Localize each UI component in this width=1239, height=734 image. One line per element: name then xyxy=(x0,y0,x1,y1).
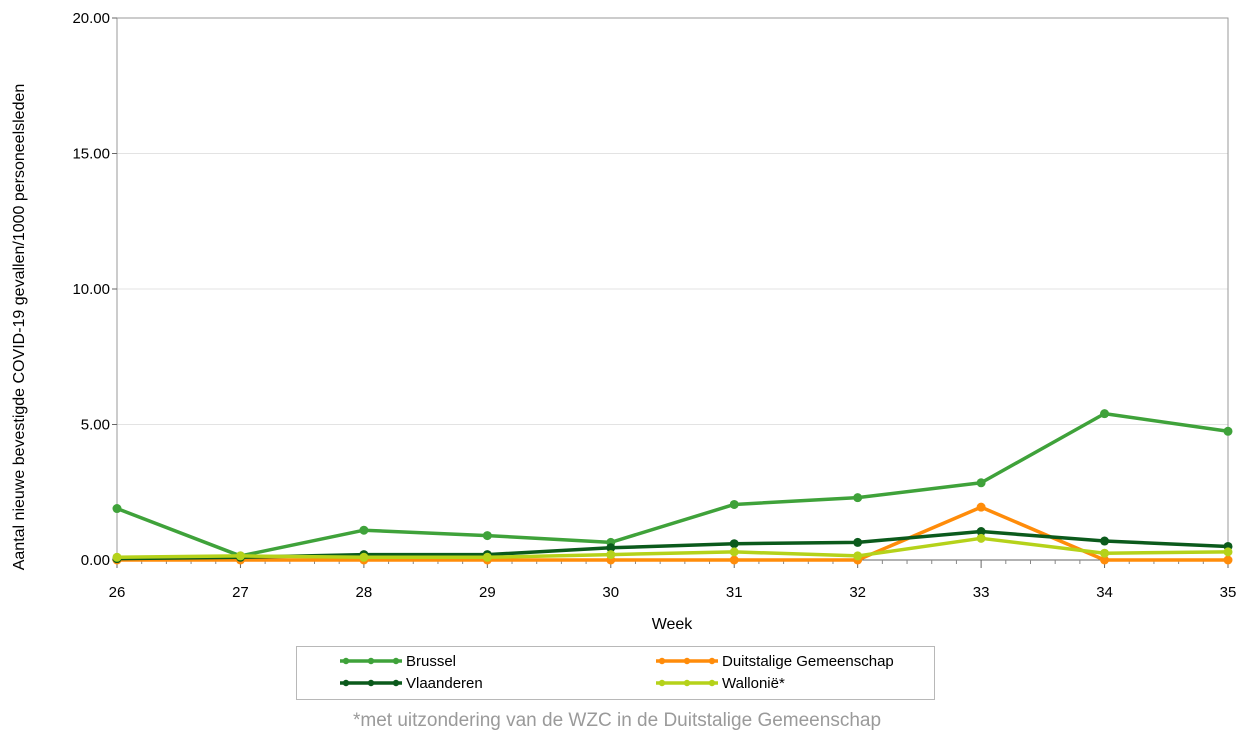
series-walloni xyxy=(112,533,1233,562)
data-point xyxy=(359,552,369,562)
series-lines xyxy=(112,409,1233,565)
data-point xyxy=(729,547,739,557)
legend-item: Wallonië* xyxy=(656,675,785,692)
data-point xyxy=(976,527,986,537)
x-axis-title: Week xyxy=(652,616,694,633)
legend-swatch-marker xyxy=(367,657,375,665)
legend-item: Duitstalige Gemeenschap xyxy=(656,653,894,670)
data-point xyxy=(853,493,863,503)
legend-label: Wallonië* xyxy=(722,675,785,692)
x-tick-label: 31 xyxy=(726,584,743,601)
data-point xyxy=(606,543,616,553)
x-tick-label: 30 xyxy=(602,584,619,601)
legend-swatch-marker xyxy=(708,679,716,687)
series-line xyxy=(117,505,1228,562)
data-point xyxy=(729,499,739,509)
x-tick-label: 32 xyxy=(849,584,866,601)
x-tick-label: 33 xyxy=(973,584,990,601)
x-tick-label: 29 xyxy=(479,584,496,601)
legend-item: Vlaanderen xyxy=(340,675,483,692)
data-point xyxy=(853,537,863,547)
legend-swatch-marker xyxy=(392,657,400,665)
data-point xyxy=(976,533,986,543)
legend-swatch-marker xyxy=(683,679,691,687)
gridlines xyxy=(117,17,1228,425)
x-tick-label: 35 xyxy=(1220,584,1237,601)
legend-swatch-marker xyxy=(683,657,691,665)
data-point xyxy=(235,551,245,561)
data-point xyxy=(359,525,369,535)
legend: Brussel Duitstalige Gemeenschap Vlaanderen… xyxy=(296,646,935,700)
data-point xyxy=(606,550,616,560)
legend-swatch-marker xyxy=(658,679,666,687)
data-point xyxy=(853,551,863,561)
legend-item: Brussel xyxy=(340,653,456,670)
y-tick-label: 5.00 xyxy=(81,417,110,434)
data-point xyxy=(482,552,492,562)
y-tick-label: 0.00 xyxy=(81,552,110,569)
data-point xyxy=(1100,536,1110,546)
legend-swatch-marker xyxy=(708,657,716,665)
legend-label: Duitstalige Gemeenschap xyxy=(722,653,894,670)
x-tick-label: 26 xyxy=(109,584,126,601)
legend-box xyxy=(296,646,935,700)
x-tick-label: 34 xyxy=(1096,584,1113,601)
data-point xyxy=(1100,548,1110,558)
data-point xyxy=(1223,426,1233,436)
y-axis-title: Aantal nieuwe bevestigde COVID-19 gevall… xyxy=(11,84,28,571)
data-point xyxy=(729,555,739,565)
data-point xyxy=(1100,409,1110,419)
data-point xyxy=(1223,547,1233,557)
legend-label: Vlaanderen xyxy=(406,675,483,692)
y-tick-label: 20.00 xyxy=(72,10,110,27)
axes: 0.00 5.00 10.00 15.00 20.00 26 27 28 29 30 31 32 33 3… xyxy=(72,10,1236,601)
data-point xyxy=(729,539,739,549)
data-point xyxy=(1100,555,1110,565)
legend-swatch-marker xyxy=(658,657,666,665)
footnote: *met uitzondering van de WZC in de Duits… xyxy=(353,710,881,731)
y-tick-label: 15.00 xyxy=(72,146,110,163)
x-tick-label: 28 xyxy=(356,584,373,601)
legend-swatch-marker xyxy=(342,657,350,665)
series-line xyxy=(116,411,1229,558)
data-point xyxy=(482,531,492,541)
data-point xyxy=(112,552,122,562)
legend-swatch-marker xyxy=(367,679,375,687)
data-point xyxy=(1223,555,1233,565)
legend-swatch-marker xyxy=(392,679,400,687)
legend-swatch-marker xyxy=(342,679,350,687)
legend-label: Brussel xyxy=(406,653,456,670)
data-point xyxy=(976,502,986,512)
data-point xyxy=(112,504,122,514)
series-line xyxy=(116,536,1229,560)
x-tick-label: 27 xyxy=(232,584,249,601)
y-tick-label: 10.00 xyxy=(72,281,110,298)
data-point xyxy=(976,478,986,488)
